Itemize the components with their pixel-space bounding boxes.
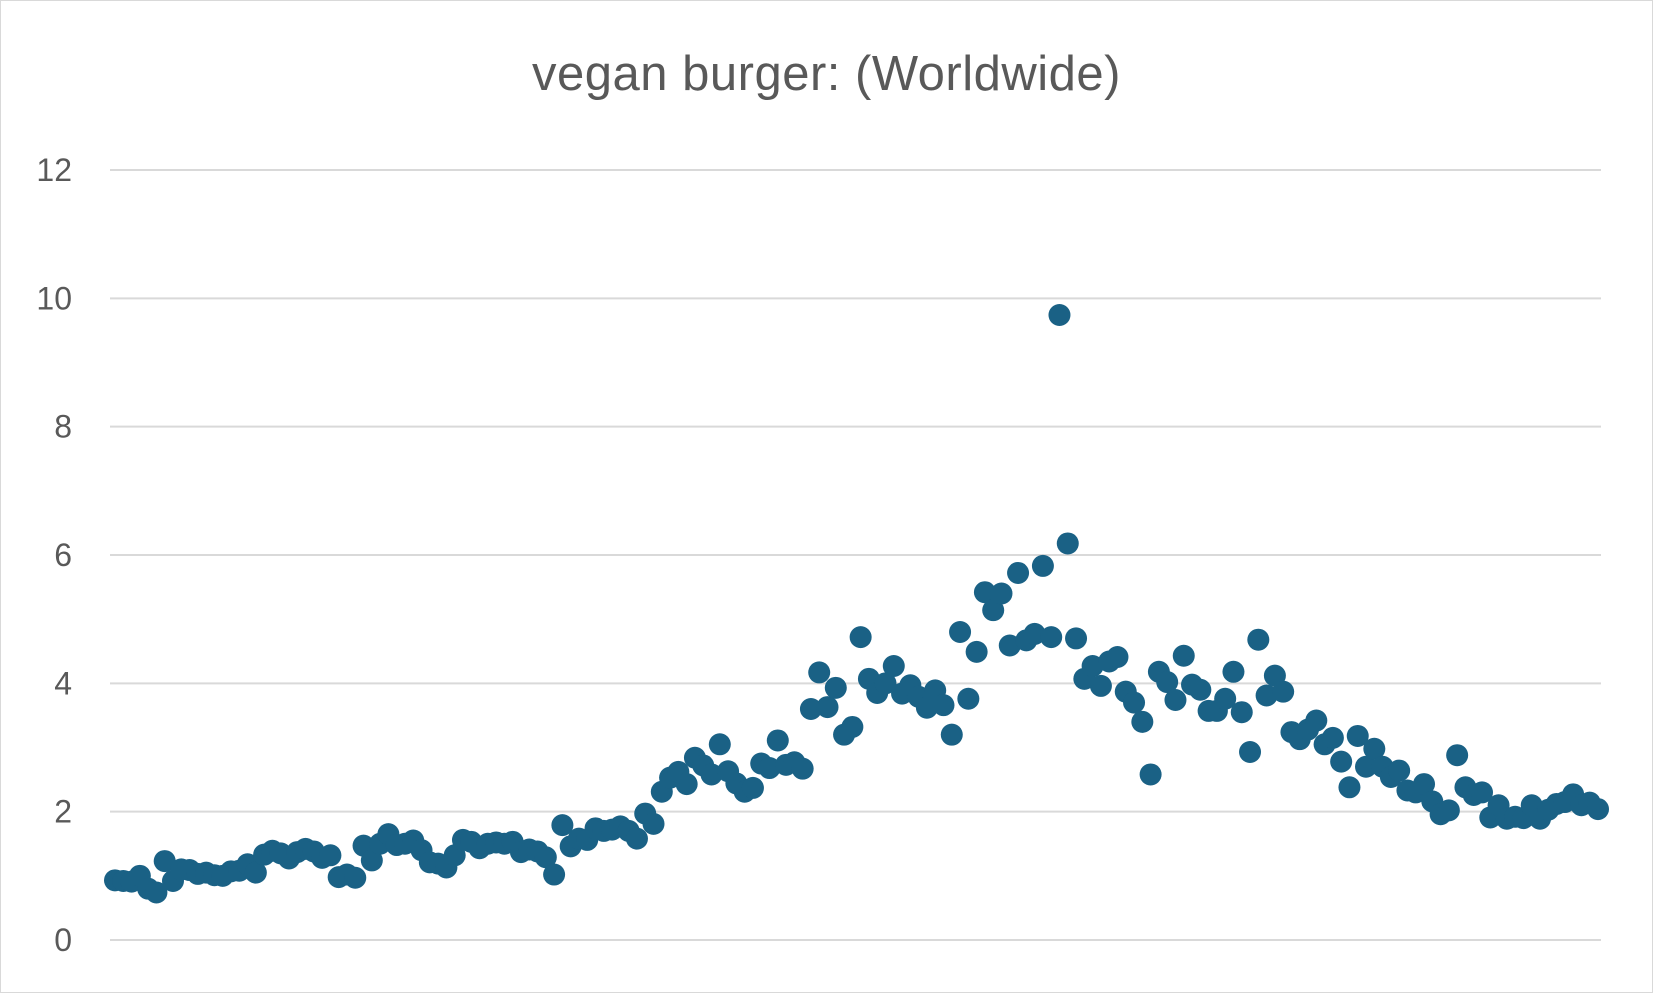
data-point [1346, 724, 1369, 747]
data-point [1139, 763, 1162, 786]
data-point [1156, 671, 1179, 694]
data-point [874, 672, 897, 695]
data-point [153, 850, 176, 873]
data-point [932, 694, 955, 717]
data-point [675, 773, 698, 796]
data-point [1239, 740, 1262, 763]
data-point [1007, 561, 1030, 584]
data-point [982, 599, 1005, 622]
data-point [1388, 759, 1411, 782]
data-point [990, 582, 1013, 605]
y-tick-label: 4 [54, 665, 72, 701]
data-point [360, 849, 383, 872]
data-point [849, 626, 872, 649]
data-point [1048, 304, 1071, 327]
data-point [319, 844, 342, 867]
data-point [1272, 680, 1295, 703]
data-point [841, 715, 864, 738]
data-point [882, 655, 905, 678]
data-point [1081, 655, 1104, 678]
data-point [1056, 532, 1079, 555]
data-point [758, 757, 781, 780]
data-point [551, 814, 574, 837]
data-point [1363, 737, 1386, 760]
data-point [1230, 701, 1253, 724]
data-point [1446, 744, 1469, 767]
data-point [965, 640, 988, 663]
data-point [1321, 726, 1344, 749]
data-point [816, 696, 839, 719]
data-point [1437, 799, 1460, 822]
data-point [957, 687, 980, 710]
data-point [1065, 627, 1088, 650]
data-point [1106, 646, 1129, 669]
data-point [1413, 773, 1436, 796]
y-tick-label: 8 [54, 409, 72, 445]
data-point [700, 763, 723, 786]
data-point [1247, 628, 1270, 651]
data-point [244, 861, 267, 884]
data-points [104, 304, 1609, 904]
data-point [1471, 781, 1494, 804]
chart-title: vegan burger: (Worldwide) [532, 47, 1121, 101]
data-point [1031, 554, 1054, 577]
data-point [915, 696, 938, 719]
y-tick-label: 12 [36, 152, 72, 188]
data-point [1330, 750, 1353, 773]
data-point [1255, 684, 1278, 707]
data-point [791, 757, 814, 780]
data-point [973, 581, 996, 604]
data-point [1587, 798, 1609, 821]
data-point [766, 729, 789, 752]
data-point [543, 863, 566, 886]
data-point [998, 634, 1021, 657]
y-axis-tick-labels: 0 2 4 6 8 10 12 [36, 152, 72, 958]
y-tick-label: 0 [54, 922, 72, 958]
data-point [1040, 626, 1063, 649]
data-point [949, 621, 972, 643]
data-point [1189, 678, 1212, 701]
data-point [1214, 687, 1237, 710]
data-point [1338, 776, 1361, 799]
y-tick-label: 6 [54, 537, 72, 573]
y-tick-label: 10 [36, 280, 72, 316]
data-point [1222, 660, 1245, 683]
data-point [1089, 674, 1112, 697]
data-point [1164, 689, 1187, 712]
data-point [1305, 709, 1328, 732]
data-point [1023, 622, 1046, 645]
data-point [824, 676, 847, 699]
data-point [642, 812, 665, 835]
data-point [534, 846, 557, 869]
data-point [708, 733, 731, 756]
data-point [1131, 710, 1154, 733]
data-point [145, 881, 168, 904]
data-point [1172, 644, 1195, 667]
data-point [344, 866, 367, 889]
data-point [625, 827, 648, 850]
data-point [808, 661, 831, 684]
y-tick-label: 2 [54, 794, 72, 830]
gridlines [110, 169, 1601, 941]
data-point [940, 723, 963, 746]
data-point [1123, 691, 1146, 714]
data-point [799, 698, 822, 720]
data-point [1355, 755, 1378, 778]
data-point [741, 776, 764, 799]
